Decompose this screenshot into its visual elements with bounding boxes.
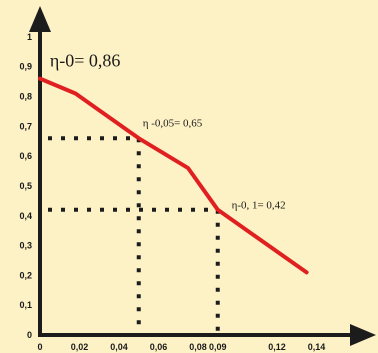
y-tick-label: 0,4 xyxy=(19,211,32,221)
y-tick-label: 0 xyxy=(27,330,32,340)
x-tick-label: 0,14 xyxy=(308,342,326,352)
x-axis-arrow xyxy=(350,324,376,346)
annotations: η-0= 0,86 η -0,05= 0,65 η-0, 1= 0,42 xyxy=(50,51,286,212)
y-tick-label: 1 xyxy=(27,32,32,42)
y-axis-arrow xyxy=(29,6,51,32)
annotation-label: η -0,05= 0,65 xyxy=(143,117,203,129)
y-tick-label: 0,7 xyxy=(19,121,32,131)
series-line-0 xyxy=(38,76,309,275)
x-tick-label: 0,04 xyxy=(110,342,128,352)
y-tick-label: 0,6 xyxy=(19,151,32,161)
x-tick-label: 0,02 xyxy=(71,342,89,352)
x-tick-label: 0,12 xyxy=(268,342,286,352)
y-tick-label: 0,8 xyxy=(19,92,32,102)
x-tick-label: 0,06 xyxy=(150,342,168,352)
annotation-label: η-0, 1= 0,42 xyxy=(232,199,286,211)
x-tick-label: 0,08 xyxy=(189,342,207,352)
annotation-label: η-0= 0,86 xyxy=(50,51,121,71)
x-tick-labels: 0 0,02 0,04 0,06 0,08 0,09 0,12 0,14 xyxy=(37,342,325,352)
y-tick-label: 0,5 xyxy=(19,181,32,191)
guide-lines xyxy=(48,136,220,331)
y-tick-label: 0,2 xyxy=(19,270,32,280)
y-tick-label: 0,9 xyxy=(19,62,32,72)
y-tick-labels: 0 0,1 0,2 0,3 0,4 0,5 0,6 0,7 0,8 0,9 1 xyxy=(19,32,32,340)
x-tick-label: 0,09 xyxy=(209,342,227,352)
x-tick-label: 0 xyxy=(37,342,42,352)
y-tick-label: 0,1 xyxy=(19,300,32,310)
y-tick-label: 0,3 xyxy=(19,241,32,251)
series xyxy=(38,76,309,275)
